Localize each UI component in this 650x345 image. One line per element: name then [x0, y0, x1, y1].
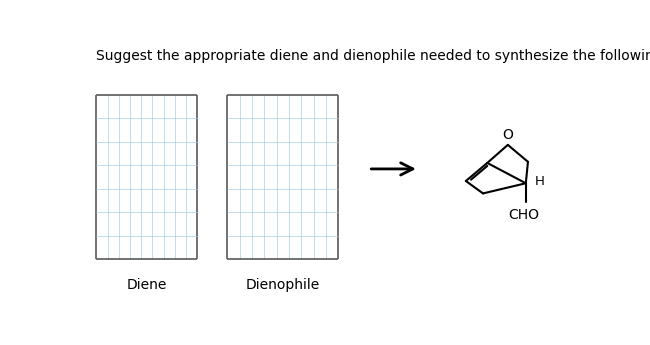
Text: Suggest the appropriate diene and dienophile needed to synthesize the following : Suggest the appropriate diene and dienop…	[96, 49, 650, 63]
Text: O: O	[502, 128, 514, 142]
Text: H: H	[535, 175, 545, 188]
Text: Diene: Diene	[127, 278, 167, 292]
Text: Dienophile: Dienophile	[246, 278, 320, 292]
Text: CHO: CHO	[508, 208, 539, 223]
